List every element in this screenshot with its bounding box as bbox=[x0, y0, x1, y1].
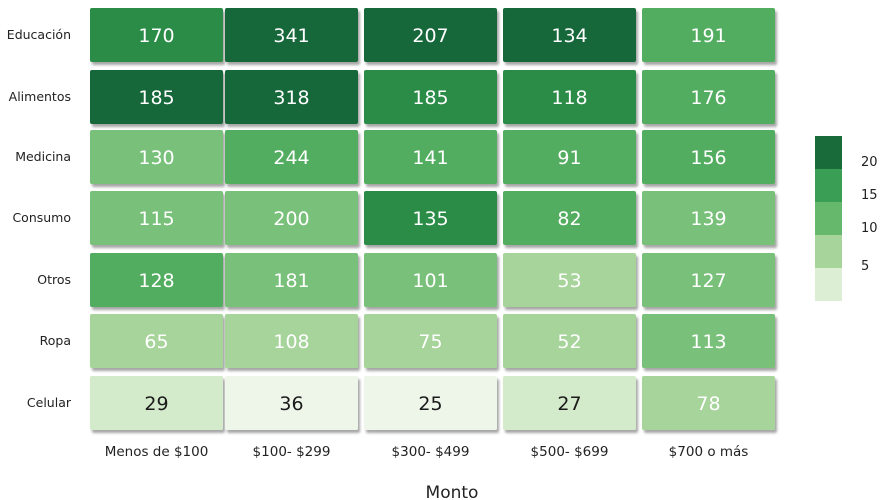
heatmap-cell bbox=[90, 130, 223, 184]
column-label: $300- $499 bbox=[392, 444, 470, 460]
cell-value-label: 139 bbox=[690, 208, 726, 230]
cell-value-label: 36 bbox=[279, 393, 303, 415]
column-label: $700 o más bbox=[669, 444, 749, 460]
cell-value-label: 75 bbox=[418, 331, 442, 353]
heatmap-cell bbox=[90, 8, 223, 62]
legend-color-swatch bbox=[815, 235, 842, 268]
x-axis-title: Monto bbox=[426, 483, 479, 500]
column-label: $100- $299 bbox=[253, 444, 331, 460]
cell-value-label: 141 bbox=[412, 147, 448, 169]
row-label: Otros bbox=[37, 272, 71, 287]
heatmap-cell bbox=[90, 191, 223, 245]
heatmap-cell bbox=[225, 253, 358, 307]
legend-tick-label: 20 bbox=[861, 155, 878, 170]
row-label: Alimentos bbox=[9, 89, 71, 104]
legend-color-swatch bbox=[815, 169, 842, 202]
heatmap-cell bbox=[503, 314, 636, 368]
column-label: Menos de $100 bbox=[105, 444, 209, 460]
row-label: Educación bbox=[7, 27, 71, 42]
heatmap-cell bbox=[364, 376, 497, 430]
cell-value-label: 170 bbox=[138, 25, 174, 47]
row-label: Ropa bbox=[40, 333, 71, 348]
cell-value-label: 52 bbox=[557, 331, 581, 353]
heatmap-cell bbox=[225, 191, 358, 245]
cell-value-label: 113 bbox=[690, 331, 726, 353]
row-label: Celular bbox=[27, 395, 72, 410]
legend-tick-label: 15 bbox=[861, 188, 878, 203]
heatmap-cell bbox=[364, 253, 497, 307]
cell-value-label: 127 bbox=[690, 270, 726, 292]
cell-value-label: 207 bbox=[412, 25, 448, 47]
cell-value-label: 130 bbox=[138, 147, 174, 169]
heatmap-cell bbox=[364, 191, 497, 245]
cell-value-label: 176 bbox=[690, 87, 726, 109]
cell-value-label: 135 bbox=[412, 208, 448, 230]
cell-value-label: 181 bbox=[273, 270, 309, 292]
heatmap-cell bbox=[225, 376, 358, 430]
cell-value-label: 191 bbox=[690, 25, 726, 47]
heatmap-cell bbox=[225, 8, 358, 62]
heatmap-cell bbox=[225, 314, 358, 368]
column-label: $500- $699 bbox=[531, 444, 609, 460]
cell-value-label: 185 bbox=[412, 87, 448, 109]
heatmap-cell bbox=[364, 8, 497, 62]
heatmap-cell bbox=[642, 253, 775, 307]
cell-value-label: 318 bbox=[273, 87, 309, 109]
heatmap-cell bbox=[503, 8, 636, 62]
cell-value-label: 25 bbox=[418, 393, 442, 415]
cell-value-label: 108 bbox=[273, 331, 309, 353]
cell-value-label: 185 bbox=[138, 87, 174, 109]
heatmap-cell bbox=[503, 376, 636, 430]
heatmap-cell bbox=[642, 70, 775, 124]
cell-value-label: 118 bbox=[551, 87, 587, 109]
heatmap-cell bbox=[503, 130, 636, 184]
cell-value-label: 29 bbox=[144, 393, 168, 415]
heatmap-cell bbox=[642, 8, 775, 62]
heatmap-cell bbox=[642, 376, 775, 430]
cell-value-label: 101 bbox=[412, 270, 448, 292]
heatmap-cell bbox=[90, 70, 223, 124]
heatmap-cell bbox=[503, 191, 636, 245]
color-legend: 20 15 10 5 bbox=[815, 136, 878, 301]
heatmap-cell bbox=[90, 314, 223, 368]
cell-value-label: 65 bbox=[144, 331, 168, 353]
legend-tick-label: 5 bbox=[861, 259, 869, 274]
column-labels: Menos de $100 $100- $299 $300- $499 $500- $… bbox=[105, 444, 749, 460]
cell-value-label: 53 bbox=[557, 270, 581, 292]
heatmap-cell bbox=[225, 70, 358, 124]
row-label: Consumo bbox=[12, 210, 71, 225]
cell-value-label: 341 bbox=[273, 25, 309, 47]
cell-value-label: 156 bbox=[690, 147, 726, 169]
legend-tick-label: 10 bbox=[861, 221, 878, 236]
heatmap-cells: 170 341 207 134 191 185 318 185 118 176 130 244 141 9… bbox=[90, 8, 775, 430]
legend-color-swatch bbox=[815, 202, 842, 235]
row-label: Medicina bbox=[15, 149, 71, 164]
heatmap-cell bbox=[642, 130, 775, 184]
legend-color-swatch bbox=[815, 136, 842, 169]
heatmap-cell bbox=[90, 376, 223, 430]
cell-value-label: 134 bbox=[551, 25, 587, 47]
cell-value-label: 78 bbox=[696, 393, 720, 415]
heatmap-cell bbox=[642, 191, 775, 245]
cell-value-label: 27 bbox=[557, 393, 581, 415]
cell-value-label: 82 bbox=[557, 208, 581, 230]
heatmap-cell bbox=[90, 253, 223, 307]
heatmap-cell bbox=[364, 130, 497, 184]
heatmap-cell bbox=[225, 130, 358, 184]
heatmap-cell bbox=[642, 314, 775, 368]
legend-color-swatch bbox=[815, 268, 842, 301]
cell-value-label: 200 bbox=[273, 208, 309, 230]
cell-value-label: 244 bbox=[273, 147, 309, 169]
cell-value-label: 91 bbox=[557, 147, 581, 169]
heatmap-cell bbox=[364, 314, 497, 368]
heatmap-cell bbox=[364, 70, 497, 124]
cell-value-label: 128 bbox=[138, 270, 174, 292]
heatmap-cell bbox=[503, 70, 636, 124]
cell-value-label: 115 bbox=[138, 208, 174, 230]
row-labels: Educación Alimentos Medicina Consumo Otros Ro… bbox=[7, 27, 72, 410]
heatmap-cell bbox=[503, 253, 636, 307]
